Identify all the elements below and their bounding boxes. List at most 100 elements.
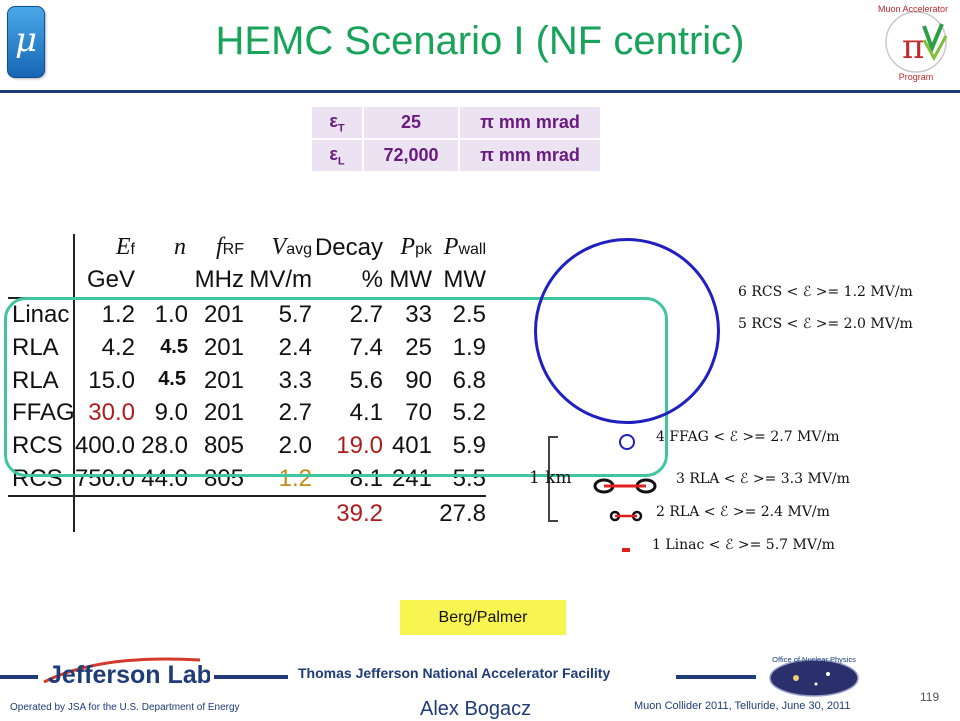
header-decay: Decay: [314, 234, 383, 261]
cell-ppk: 90: [405, 367, 432, 394]
unit-ppk: MW: [389, 266, 432, 293]
emittance-row: εL 72,000 π mm mrad: [312, 140, 600, 171]
cell-ef: 4.2: [101, 334, 135, 361]
header-ppk: Ppk: [400, 234, 432, 260]
unit-decay: %: [361, 266, 383, 293]
header-ef: Ef: [115, 234, 135, 260]
cell-vavg: 3.3: [278, 367, 312, 394]
cell-ef: 750.0: [74, 465, 135, 492]
cell-decay: 4.1: [349, 399, 383, 426]
cell-decay: 19.0: [336, 432, 383, 459]
footer-rule: [214, 675, 288, 679]
cell-vavg: 2.4: [278, 334, 312, 361]
cell-pwall: 2.5: [452, 301, 486, 328]
cell-frf: 805: [203, 465, 244, 492]
scale-bar-bottom: [548, 520, 558, 522]
cell-vavg: 2.7: [278, 399, 312, 426]
cell-decay: 5.6: [349, 367, 383, 394]
header-frf: fRF: [216, 234, 244, 260]
cell-vavg: 2.0: [278, 432, 312, 459]
rla-racetrack-large: [593, 478, 657, 494]
diagram-label: 2 RLA < ℰ >= 2.4 MV/m: [656, 504, 830, 520]
emittance-value: 72,000: [364, 140, 458, 171]
cell-n: 4.5: [158, 368, 186, 390]
unit-pwall: MW: [443, 266, 486, 293]
diagram-label: 6 RCS < ℰ >= 1.2 MV/m: [738, 284, 913, 300]
program-logo-line2: Program: [899, 72, 934, 82]
pi-symbol: π: [902, 27, 924, 67]
footer-rule: [0, 675, 38, 679]
cell-ef: 30.0: [88, 399, 135, 426]
ffag-ring: [619, 434, 635, 450]
total-decay: 39.2: [336, 500, 383, 527]
cell-n: 1.0: [154, 301, 188, 328]
scale-label: 1 km: [529, 468, 572, 488]
diagram-label: 4 FFAG < ℰ >= 2.7 MV/m: [656, 429, 840, 445]
cell-ppk: 401: [391, 432, 432, 459]
cell-n: 9.0: [154, 399, 188, 426]
cell-ppk: 25: [405, 334, 432, 361]
cell-ppk: 33: [405, 301, 432, 328]
svg-text:Jefferson Lab: Jefferson Lab: [48, 661, 210, 689]
operated-by: Operated by JSA for the U.S. Department …: [10, 702, 240, 713]
cell-frf: 201: [203, 334, 244, 361]
cell-frf: 805: [203, 432, 244, 459]
slide-title: HEMC Scenario I (NF centric): [215, 19, 745, 63]
diagram-label: 1 Linac < ℰ >= 5.7 MV/m: [652, 537, 835, 553]
stage-label: FFAG: [12, 399, 75, 426]
cell-ef: 15.0: [88, 367, 135, 394]
unit-ef: GeV: [86, 266, 135, 293]
mu-logo: μ: [7, 6, 45, 78]
office-of-nuclear-physics-logo: Office of Nuclear Physics: [769, 655, 859, 697]
table-total-rule: [8, 495, 486, 497]
scale-bar-top: [548, 436, 558, 438]
emittance-symbol: εL: [312, 140, 362, 171]
cell-n: 4.5: [160, 336, 188, 358]
diagram-label: 3 RLA < ℰ >= 3.3 MV/m: [676, 471, 850, 487]
cell-pwall: 5.5: [452, 465, 486, 492]
cell-decay: 2.7: [349, 301, 383, 328]
header-n: n: [174, 234, 186, 260]
stage-label: RLA: [12, 367, 59, 394]
stage-label: RLA: [12, 334, 59, 361]
header-pwall: Pwall: [443, 234, 486, 260]
program-logo-line1: Muon Accelerator: [878, 4, 948, 14]
total-pwall: 27.8: [439, 500, 486, 527]
page-number: 119: [920, 690, 940, 704]
emittance-unit: π mm mrad: [460, 107, 600, 138]
cell-frf: 201: [203, 399, 244, 426]
cell-ef: 400.0: [74, 432, 135, 459]
cell-frf: 201: [203, 367, 244, 394]
linac-icon: [622, 548, 630, 552]
mu-symbol: μ: [14, 20, 38, 60]
cell-vavg: 5.7: [278, 301, 312, 328]
cell-decay: 7.4: [349, 334, 383, 361]
emittance-unit: π mm mrad: [460, 140, 600, 171]
table-vertical-rule: [73, 234, 75, 532]
cell-decay: 8.1: [349, 465, 383, 492]
cell-frf: 201: [203, 301, 244, 328]
stage-label: RCS: [12, 432, 63, 459]
cell-pwall: 5.2: [452, 399, 486, 426]
rla-racetrack-small: [609, 510, 643, 522]
emittance-row: εT 25 π mm mrad: [312, 107, 600, 138]
cell-pwall: 5.9: [452, 432, 486, 459]
cell-n: 28.0: [141, 432, 188, 459]
cell-ppk: 241: [391, 465, 432, 492]
cell-n: 44.0: [141, 465, 188, 492]
credit-box: Berg/Palmer: [400, 600, 566, 635]
jefferson-lab-logo: Jefferson Lab: [43, 657, 210, 689]
conference-info: Muon Collider 2011, Telluride, June 30, …: [634, 700, 851, 712]
cell-pwall: 6.8: [452, 367, 486, 394]
header-rule: [0, 90, 960, 93]
unit-vavg: MV/m: [249, 266, 312, 293]
svg-text:Office of Nuclear Physics: Office of Nuclear Physics: [772, 655, 856, 664]
rcs-ring: [534, 238, 720, 424]
author-name: Alex Bogacz: [420, 698, 532, 720]
diagram-label: 5 RCS < ℰ >= 2.0 MV/m: [738, 316, 913, 332]
facility-name: Thomas Jefferson National Accelerator Fa…: [298, 665, 611, 681]
scale-bar: [548, 436, 550, 522]
cell-ppk: 70: [405, 399, 432, 426]
emittance-symbol: εT: [312, 107, 362, 138]
footer-rule: [676, 675, 756, 679]
